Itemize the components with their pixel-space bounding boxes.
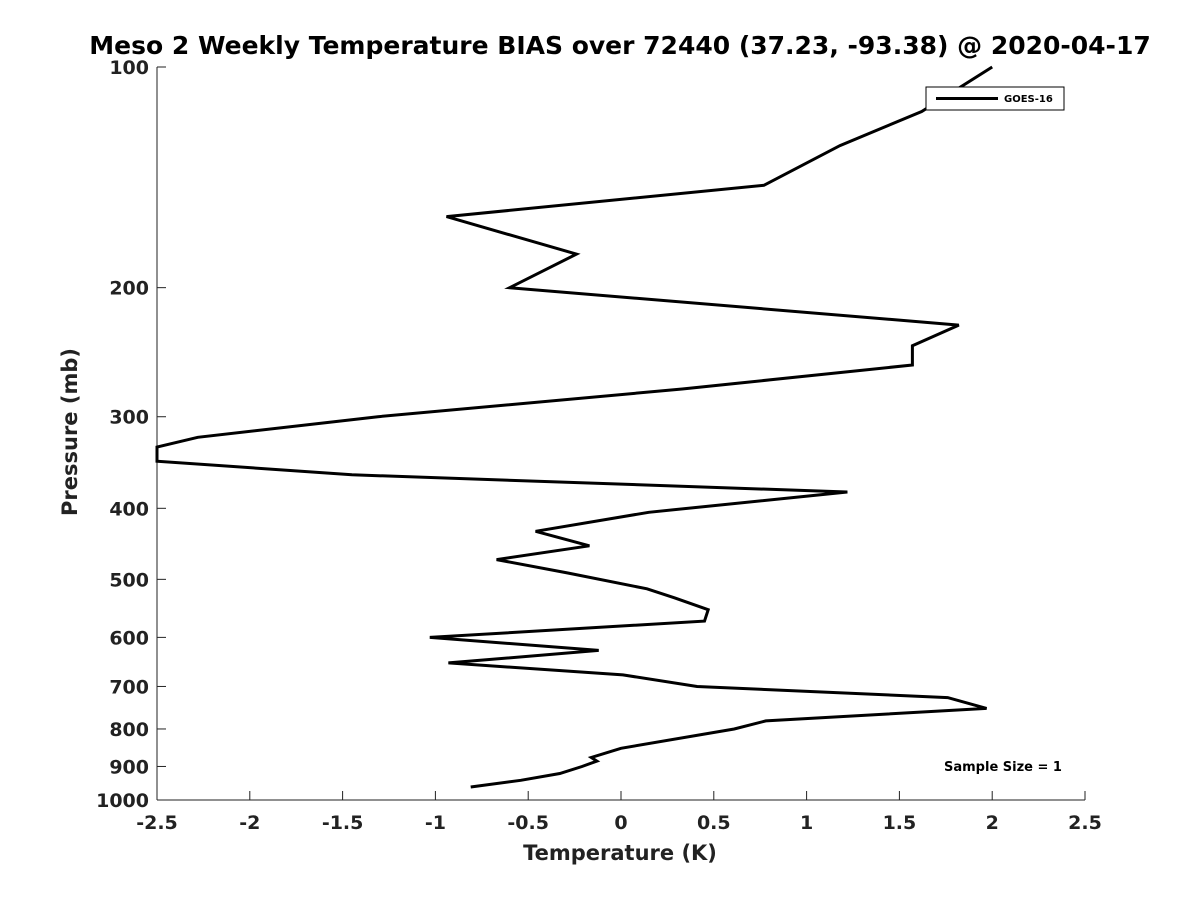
x-tick-label: 2.5 [1068, 812, 1102, 834]
y-tick-label: 400 [109, 498, 149, 520]
legend: GOES-16 [925, 86, 1065, 111]
x-axis-label: Temperature (K) [523, 841, 717, 865]
x-tick-label: -2 [239, 812, 260, 834]
y-tick-label: 1000 [96, 790, 149, 812]
x-tick-label: -0.5 [507, 812, 549, 834]
x-tick-label: 0.5 [697, 812, 731, 834]
y-tick-label: 900 [109, 756, 149, 778]
series-group [155, 65, 994, 789]
y-tick-label: 200 [109, 278, 149, 300]
x-tick-label: 1.5 [883, 812, 917, 834]
y-tick-label: 500 [109, 569, 149, 591]
legend-label-goes16: GOES-16 [1004, 94, 1053, 105]
x-tick-label: 0 [614, 812, 627, 834]
y-axis-label: Pressure (mb) [58, 348, 82, 516]
chart-title: Meso 2 Weekly Temperature BIAS over 7244… [89, 31, 1150, 60]
x-tick-label: -1 [425, 812, 446, 834]
y-tick-label: 100 [109, 57, 149, 79]
x-tick-label: 2 [986, 812, 999, 834]
y-axis-ticks: 100 200 300 400 500 600 700 800 900 1000 [96, 57, 166, 812]
x-tick-label: 1 [800, 812, 813, 834]
y-tick-label: 700 [109, 676, 149, 698]
y-tick-label: 600 [109, 627, 149, 649]
series-line-goes16 [155, 65, 994, 789]
sample-size-annotation: Sample Size = 1 [944, 760, 1062, 775]
y-tick-label: 300 [109, 407, 149, 429]
x-tick-label: -1.5 [322, 812, 364, 834]
x-axis-ticks: -2.5 -2 -1.5 -1 -0.5 0 0.5 1 1.5 2 2.5 [136, 791, 1102, 834]
y-tick-label: 800 [109, 719, 149, 741]
x-tick-label: -2.5 [136, 812, 178, 834]
